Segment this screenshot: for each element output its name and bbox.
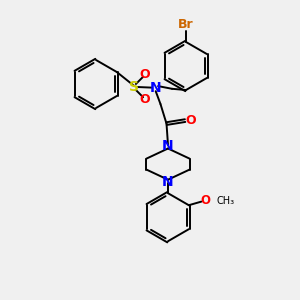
Text: Br: Br bbox=[178, 18, 194, 31]
Text: O: O bbox=[186, 114, 196, 127]
Text: O: O bbox=[140, 68, 150, 81]
Text: S: S bbox=[128, 80, 139, 94]
Text: N: N bbox=[162, 175, 174, 189]
Text: N: N bbox=[162, 140, 174, 153]
Text: O: O bbox=[140, 93, 150, 106]
Text: CH₃: CH₃ bbox=[217, 196, 235, 206]
Text: O: O bbox=[200, 194, 210, 207]
Text: N: N bbox=[149, 81, 161, 94]
